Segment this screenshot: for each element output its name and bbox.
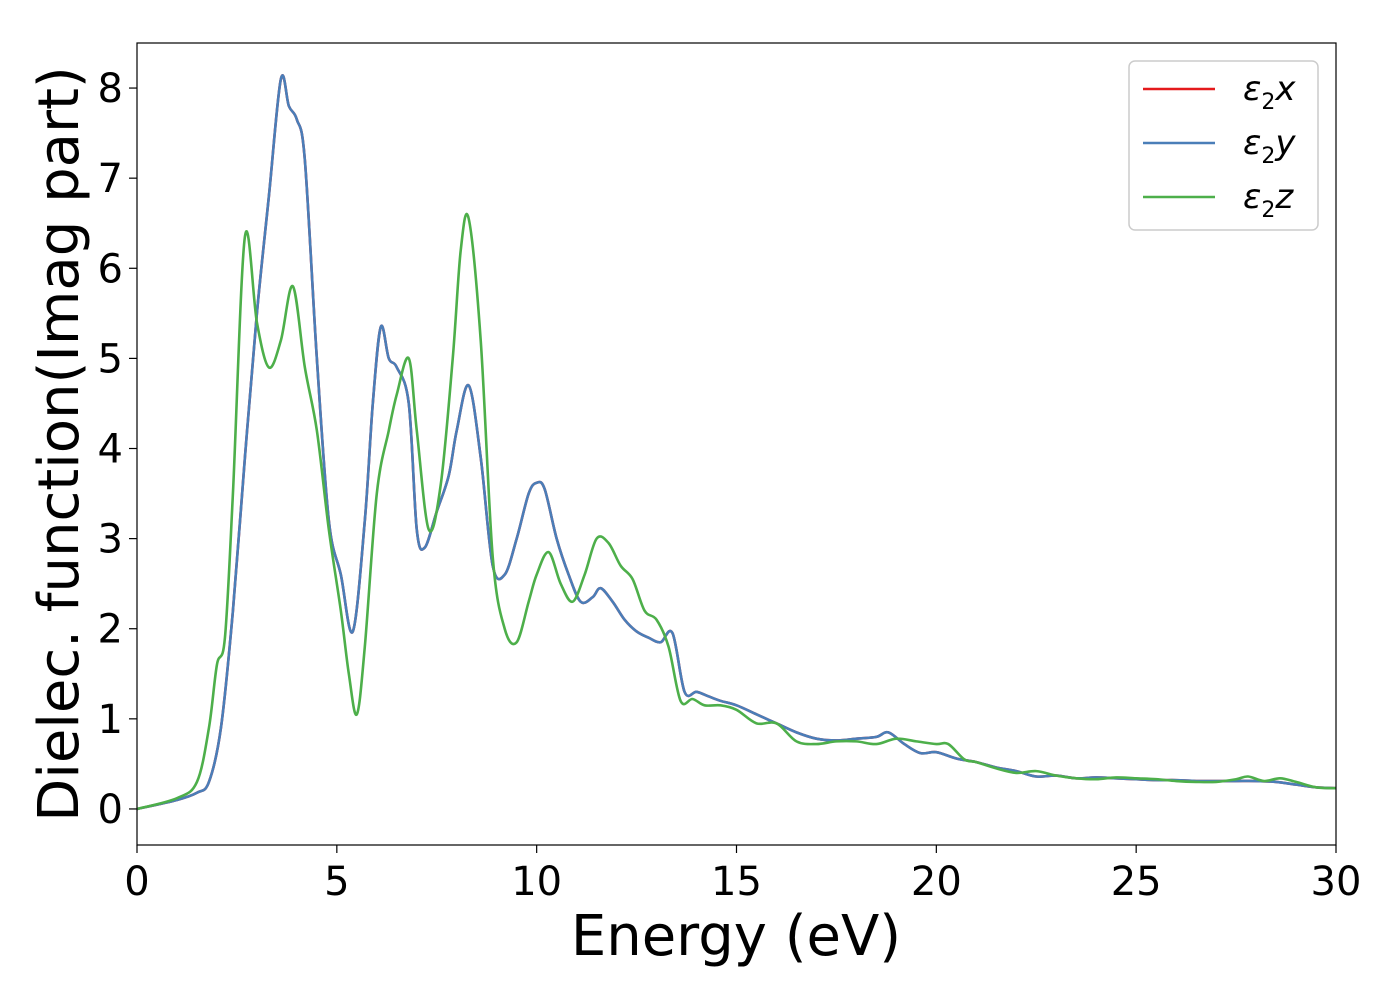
x-axis-title: Energy (eV) bbox=[571, 904, 901, 969]
y-tick-label: 2 bbox=[98, 607, 123, 653]
x-axis: 0 5 10 15 20 25 30 bbox=[124, 845, 1361, 905]
x-tick-label: 20 bbox=[911, 859, 962, 905]
y-axis-title: Dielec. function(Imag part) bbox=[27, 66, 92, 822]
y-tick-label: 0 bbox=[98, 787, 123, 833]
x-tick-label: 25 bbox=[1111, 859, 1162, 905]
legend-box bbox=[1128, 60, 1319, 231]
y-tick-label: 5 bbox=[98, 336, 123, 382]
series-line-z bbox=[136, 212, 1337, 811]
y-tick-label: 4 bbox=[98, 427, 123, 473]
legend-label-z: ε2z bbox=[1243, 177, 1294, 223]
y-tick-label: 7 bbox=[98, 156, 123, 202]
legend-label-x: ε2x bbox=[1243, 69, 1296, 115]
x-tick-label: 10 bbox=[511, 859, 562, 905]
y-tick-label: 8 bbox=[98, 66, 123, 112]
y-tick-label: 1 bbox=[98, 697, 123, 743]
y-tick-label: 3 bbox=[98, 517, 123, 563]
x-tick-label: 15 bbox=[711, 859, 762, 905]
legend: ε2x ε2y ε2z bbox=[1128, 60, 1319, 231]
legend-label-y: ε2y bbox=[1243, 123, 1296, 169]
y-axis: 0 1 2 3 4 5 6 7 8 bbox=[98, 66, 137, 833]
x-tick-label: 30 bbox=[1311, 859, 1362, 905]
x-tick-label: 0 bbox=[124, 859, 149, 905]
series-lines bbox=[136, 74, 1337, 811]
x-tick-label: 5 bbox=[324, 859, 349, 905]
y-tick-label: 6 bbox=[98, 246, 123, 292]
series-line-y bbox=[136, 74, 1337, 811]
